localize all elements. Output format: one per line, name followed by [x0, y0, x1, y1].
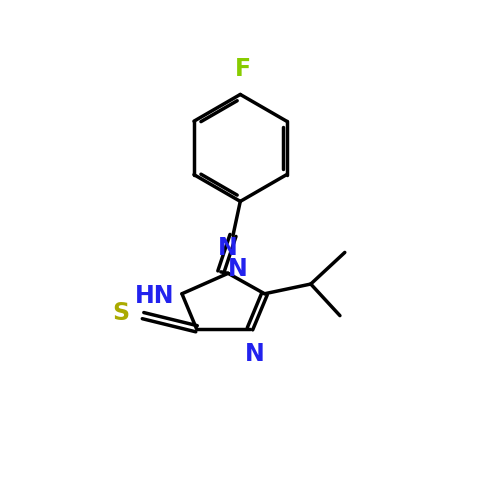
- Text: N: N: [245, 342, 264, 366]
- Text: N: N: [228, 258, 248, 281]
- Text: S: S: [112, 301, 130, 325]
- Text: F: F: [234, 57, 251, 81]
- Text: HN: HN: [135, 284, 174, 308]
- Text: N: N: [218, 236, 238, 260]
